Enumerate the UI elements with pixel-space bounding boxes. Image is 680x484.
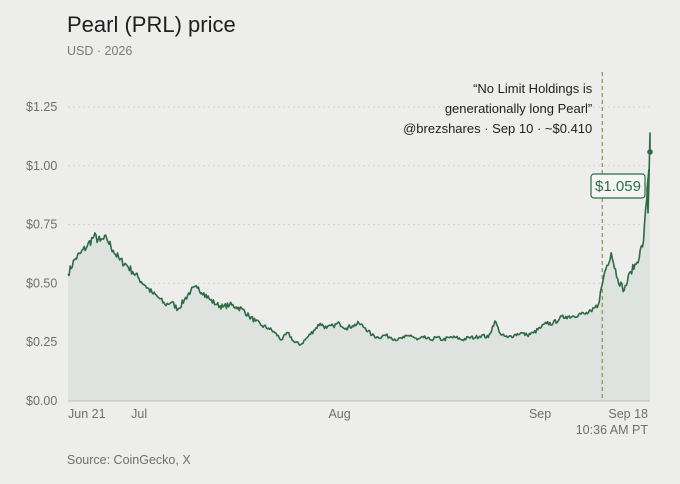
y-tick-label: $0.75 xyxy=(26,218,57,232)
annotation-line: @brezshares · Sep 10 · ~$0.410 xyxy=(403,121,592,136)
chart-title: Pearl (PRL) price xyxy=(67,12,236,37)
event-annotation: “No Limit Holdings is generationally long… xyxy=(403,81,593,136)
last-price-callout: $1.059 xyxy=(590,149,653,199)
x-tick-label: Sep xyxy=(529,407,551,421)
annotation-line: generationally long Pearl” xyxy=(445,101,592,116)
y-tick-label: $1.25 xyxy=(26,100,57,114)
callout-box xyxy=(590,173,646,199)
price-area xyxy=(68,132,650,401)
y-tick-label: $0.00 xyxy=(26,394,57,408)
callout-label: $1.059 xyxy=(595,178,641,195)
x-tick-label: Jun 21 xyxy=(68,407,106,421)
last-point xyxy=(647,149,653,155)
source-note: Source: CoinGecko, X xyxy=(67,453,191,467)
chart-subtitle: USD · 2026 xyxy=(67,44,133,58)
price-line xyxy=(67,132,651,346)
y-tick-label: $0.25 xyxy=(26,335,57,349)
x-tick-label: Sep 18 xyxy=(608,407,648,421)
x-tick-label: Aug xyxy=(328,407,350,421)
x-axis: Jun 21 Jul Aug Sep Sep 18 10:36 AM PT xyxy=(68,407,648,437)
y-axis: $0.00 $0.25 $0.50 $0.75 $1.00 $1.25 xyxy=(26,100,57,408)
y-tick-label: $1.00 xyxy=(26,159,57,173)
y-tick-label: $0.50 xyxy=(26,276,57,290)
x-tick-label: Jul xyxy=(131,407,147,421)
annotation-line: “No Limit Holdings is xyxy=(473,81,593,96)
x-end-sublabel: 10:36 AM PT xyxy=(576,423,649,437)
